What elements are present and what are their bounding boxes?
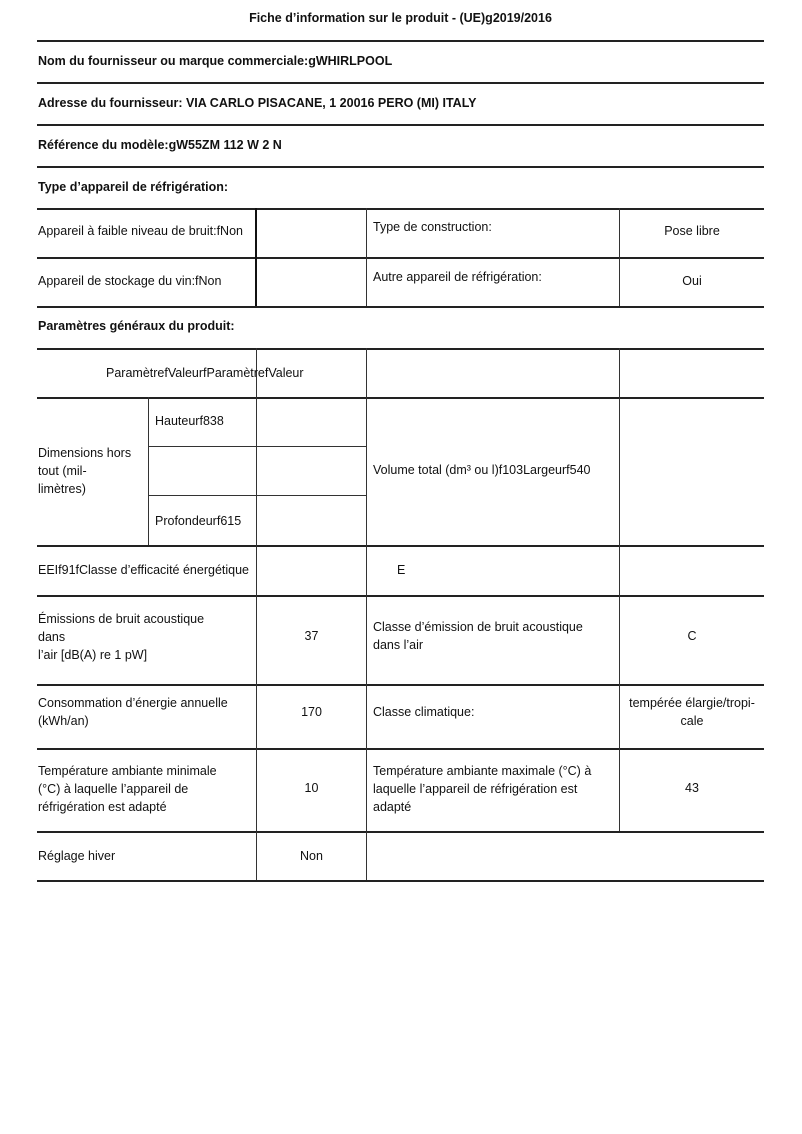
divider (37, 40, 764, 42)
other-appliance-value: Oui (682, 274, 702, 288)
text-line: (°C) à laquelle l’appareil de (38, 782, 189, 796)
text-line: l’air [dB(A) re 1 pW] (38, 648, 148, 662)
noise-label: Émissions de bruit acoustique dans l’air… (38, 610, 204, 664)
energy-class-value: E (397, 563, 406, 577)
text-line: limètres) (38, 482, 86, 496)
header-row: ParamètrefValeurfParamètrefValeur (106, 366, 304, 380)
text-line: Température ambiante maximale (°C) à (373, 764, 592, 778)
eei-cell: EEIf91fClasse d’efficacité énergétique (38, 563, 250, 577)
climate-class-value: tempérée élargie/tropi- cale (620, 694, 764, 730)
table-line (256, 446, 366, 447)
table-line (37, 397, 764, 399)
text-line: réfrigération est adapté (38, 800, 167, 814)
appliance-type-heading: Type d’appareil de réfrigération: (38, 180, 229, 194)
table-line (37, 684, 764, 686)
text-line: Température ambiante minimale (38, 764, 217, 778)
divider (37, 82, 764, 84)
text-line: (kWh/an) (38, 714, 89, 728)
text-line: dans (38, 630, 66, 644)
low-noise-cell: Appareil à faible niveau de bruit:fNon (38, 224, 243, 238)
text-line: Dimensions hors (38, 446, 132, 460)
construction-label: Type de construction: (373, 220, 492, 234)
text-line: tempérée élargie/tropi- (629, 696, 755, 710)
table-line (37, 208, 764, 210)
text-line: laquelle l’appareil de réfrigération est (373, 782, 578, 796)
text-line: Émissions de bruit acoustique (38, 612, 205, 626)
table-line (619, 208, 620, 306)
winter-setting-value: Non (300, 849, 323, 863)
table-line (148, 495, 366, 496)
max-temp-value: 43 (685, 781, 699, 795)
table-line (256, 348, 257, 880)
divider (37, 166, 764, 168)
table-line (619, 348, 620, 831)
page-title: Fiche d’information sur le produit - (UE… (249, 11, 552, 25)
text-line: adapté (373, 800, 412, 814)
noise-class-value: C (687, 629, 697, 643)
climate-class-label: Classe climatique: (373, 705, 475, 719)
wine-storage-cell: Appareil de stockage du vin:fNon (38, 274, 222, 288)
winter-setting-label: Réglage hiver (38, 849, 116, 863)
text-line: Consommation d’énergie annuelle (38, 696, 228, 710)
energy-consumption-label: Consommation d’énergie annuelle (kWh/an) (38, 694, 228, 730)
supplier-address: Adresse du fournisseur: VIA CARLO PISACA… (38, 96, 477, 110)
table-line (37, 831, 764, 833)
text-line: dans l’air (373, 638, 424, 652)
dimensions-label: Dimensions hors tout (mil- limètres) (38, 444, 131, 498)
table-line (148, 397, 149, 545)
model-reference: Référence du modèle:gW55ZM 112 W 2 N (38, 138, 282, 152)
table-line (255, 208, 257, 306)
noise-class-label: Classe d’émission de bruit acoustique da… (373, 618, 583, 654)
table-line (37, 748, 764, 750)
noise-value: 37 (304, 629, 319, 643)
divider (37, 124, 764, 126)
depth-cell: Profondeurf615 (155, 514, 242, 528)
table-line (37, 545, 764, 547)
supplier-name: Nom du fournisseur ou marque commerciale… (38, 54, 393, 68)
min-temp-label: Température ambiante minimale (°C) à laq… (38, 762, 217, 816)
volume-cell: Volume total (dm³ ou l)f103Largeurf540 (373, 463, 591, 477)
table-line (37, 306, 764, 308)
general-params-heading: Paramètres généraux du produit: (38, 319, 235, 333)
construction-value: Pose libre (664, 224, 720, 238)
other-appliance-label: Autre appareil de réfrigération: (373, 270, 542, 284)
text-line: tout (mil- (38, 464, 87, 478)
height-cell: Hauteurf838 (155, 414, 224, 428)
table-line (366, 348, 367, 880)
max-temp-label: Température ambiante maximale (°C) à laq… (373, 762, 591, 816)
table-line (366, 208, 367, 306)
table-line (148, 446, 258, 447)
min-temp-value: 10 (304, 781, 319, 795)
table-line (37, 348, 764, 350)
table-line (37, 880, 764, 882)
text-line: Classe d’émission de bruit acoustique (373, 620, 583, 634)
energy-consumption-value: 170 (301, 705, 322, 719)
table-line (37, 257, 764, 259)
text-line: cale (680, 714, 704, 728)
table-line (37, 595, 764, 597)
